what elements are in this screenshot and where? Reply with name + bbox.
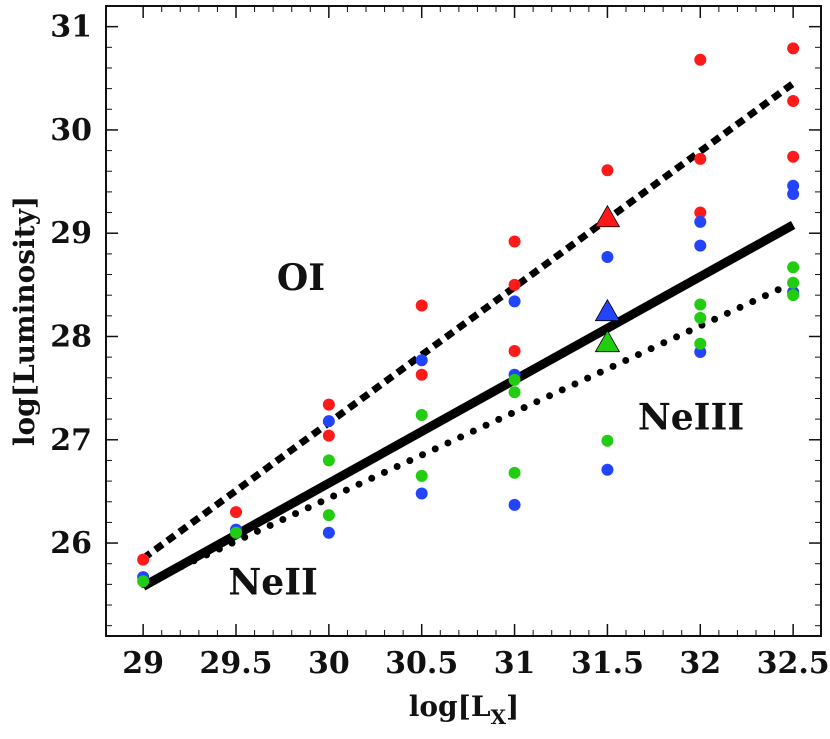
x-tick-label: 32	[679, 646, 721, 681]
x-tick-label: 32.5	[757, 646, 830, 681]
annotations: OI NeII NeIII	[228, 257, 744, 604]
point-neii	[322, 454, 335, 467]
point-neii	[415, 469, 428, 482]
y-tick-label: 30	[50, 113, 92, 148]
point-neii	[787, 276, 800, 289]
point-neii	[137, 575, 150, 588]
point-neii	[787, 261, 800, 274]
point-neiii	[694, 215, 707, 228]
point-oi	[508, 235, 521, 248]
annotation-oi: OI	[277, 257, 325, 299]
point-neiii	[415, 487, 428, 500]
x-tick-label: 30.5	[385, 646, 458, 681]
point-oi	[322, 429, 335, 442]
point-neiii	[322, 415, 335, 428]
fit-lines	[139, 80, 797, 591]
point-oi	[137, 553, 150, 566]
point-oi	[694, 206, 707, 219]
point-neii	[694, 298, 707, 311]
point-oi	[322, 398, 335, 411]
point-neii	[508, 373, 521, 386]
triangle-marker-neii	[594, 329, 621, 353]
data-points	[137, 42, 800, 588]
point-neii	[787, 289, 800, 302]
x-axis-label: log[LX]	[409, 690, 520, 729]
x-axis-label-end: ]	[506, 690, 519, 723]
point-neii	[601, 434, 614, 447]
y-tick-label: 26	[50, 526, 92, 561]
point-oi	[694, 152, 707, 165]
y-tick-label: 29	[50, 216, 92, 251]
point-neii	[508, 466, 521, 479]
point-oi	[230, 506, 242, 519]
point-oi	[508, 278, 521, 291]
point-oi	[694, 53, 707, 66]
y-tick-label: 31	[50, 10, 92, 45]
point-oi	[787, 42, 800, 55]
point-neiii	[787, 179, 800, 192]
point-neii	[508, 386, 521, 399]
point-neii	[694, 337, 707, 350]
point-oi	[787, 150, 800, 163]
point-neiii	[322, 526, 335, 539]
point-oi	[601, 164, 614, 177]
annotation-neiii: NeIII	[638, 396, 744, 438]
point-neiii	[415, 354, 428, 367]
x-tick-label: 29.5	[199, 646, 272, 681]
annotation-neii: NeII	[228, 562, 318, 604]
point-neiii	[787, 187, 800, 200]
x-tick-label: 31.5	[571, 646, 644, 681]
x-tick-label: 29	[122, 646, 164, 681]
point-oi	[415, 368, 428, 381]
point-neii	[230, 526, 242, 539]
ticks: 29 29.5 30 30.5 31 31.5 32 32.5 26 27 28 29 30 31	[50, 5, 830, 681]
point-neii	[694, 311, 707, 324]
point-neiii	[694, 239, 707, 252]
point-neii	[322, 509, 335, 522]
x-tick-label: 30	[308, 646, 350, 681]
plot-frame	[105, 5, 822, 637]
point-oi	[415, 299, 428, 312]
point-neii	[415, 408, 428, 421]
point-neiii	[508, 295, 521, 308]
triangle-marker-oi	[594, 204, 621, 228]
y-axis-label: log[Luminosity]	[8, 196, 41, 446]
y-tick-label: 27	[50, 423, 92, 458]
point-oi	[508, 344, 521, 357]
point-oi	[787, 95, 800, 108]
x-axis-label-sub: X	[491, 705, 507, 729]
x-tick-label: 31	[494, 646, 536, 681]
fit-line-neiii-fit	[140, 221, 796, 591]
point-neiii	[508, 498, 521, 511]
y-tick-label: 28	[50, 319, 92, 354]
point-neiii	[601, 463, 614, 476]
point-neiii	[601, 250, 614, 263]
point-neiii	[694, 345, 707, 358]
x-axis-label-main: log[L	[409, 690, 491, 723]
triangle-marker-neiii	[594, 298, 621, 322]
